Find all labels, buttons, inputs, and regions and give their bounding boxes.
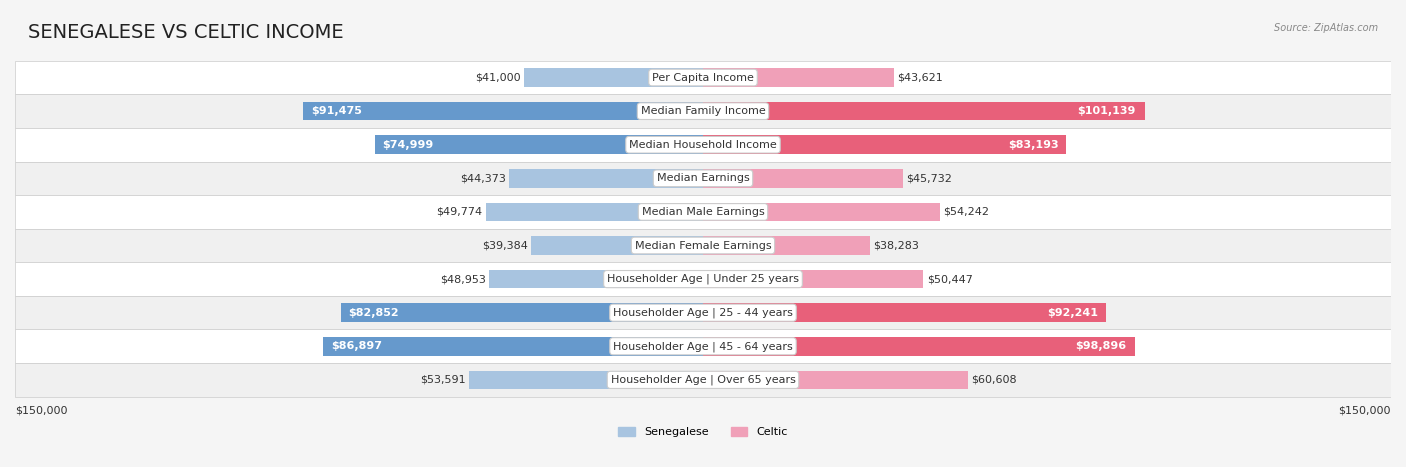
Text: Source: ZipAtlas.com: Source: ZipAtlas.com <box>1274 23 1378 33</box>
Bar <box>489 270 703 288</box>
Bar <box>342 304 703 322</box>
Bar <box>15 94 1391 128</box>
Text: $83,193: $83,193 <box>1008 140 1059 150</box>
Text: $54,242: $54,242 <box>943 207 990 217</box>
Bar <box>323 337 703 355</box>
Bar <box>703 270 924 288</box>
Text: $44,373: $44,373 <box>460 173 506 184</box>
Text: $43,621: $43,621 <box>897 72 942 83</box>
Legend: Senegalese, Celtic: Senegalese, Celtic <box>614 423 792 442</box>
Bar <box>15 296 1391 330</box>
Bar <box>703 337 1135 355</box>
Bar <box>703 135 1066 154</box>
Text: $50,447: $50,447 <box>927 274 973 284</box>
Bar <box>15 128 1391 162</box>
Text: $92,241: $92,241 <box>1047 308 1098 318</box>
Bar <box>468 371 703 389</box>
Text: Median Household Income: Median Household Income <box>628 140 778 150</box>
Text: Median Earnings: Median Earnings <box>657 173 749 184</box>
Text: SENEGALESE VS CELTIC INCOME: SENEGALESE VS CELTIC INCOME <box>28 23 343 42</box>
Bar <box>15 363 1391 396</box>
Text: Householder Age | Under 25 years: Householder Age | Under 25 years <box>607 274 799 284</box>
Bar <box>304 102 703 120</box>
Text: $48,953: $48,953 <box>440 274 486 284</box>
Bar <box>703 371 967 389</box>
Text: Householder Age | Over 65 years: Householder Age | Over 65 years <box>610 375 796 385</box>
Bar <box>531 236 703 255</box>
Text: Householder Age | 25 - 44 years: Householder Age | 25 - 44 years <box>613 307 793 318</box>
Text: $150,000: $150,000 <box>1339 405 1391 415</box>
Text: $41,000: $41,000 <box>475 72 520 83</box>
Bar <box>703 304 1107 322</box>
Text: $53,591: $53,591 <box>420 375 465 385</box>
Bar <box>703 203 941 221</box>
Bar <box>375 135 703 154</box>
Bar <box>485 203 703 221</box>
Text: $49,774: $49,774 <box>436 207 482 217</box>
Bar <box>15 262 1391 296</box>
Text: $101,139: $101,139 <box>1077 106 1136 116</box>
Text: $91,475: $91,475 <box>311 106 363 116</box>
Bar <box>703 68 894 87</box>
Bar <box>703 102 1144 120</box>
Bar <box>15 195 1391 229</box>
Text: Median Male Earnings: Median Male Earnings <box>641 207 765 217</box>
Text: Median Female Earnings: Median Female Earnings <box>634 241 772 250</box>
Bar <box>15 330 1391 363</box>
Bar <box>703 169 903 188</box>
Text: Per Capita Income: Per Capita Income <box>652 72 754 83</box>
Text: $45,732: $45,732 <box>905 173 952 184</box>
Text: $82,852: $82,852 <box>349 308 399 318</box>
Bar <box>15 229 1391 262</box>
Text: $39,384: $39,384 <box>482 241 527 250</box>
Text: Median Family Income: Median Family Income <box>641 106 765 116</box>
Text: $38,283: $38,283 <box>873 241 920 250</box>
Text: Householder Age | 45 - 64 years: Householder Age | 45 - 64 years <box>613 341 793 352</box>
Bar <box>15 61 1391 94</box>
Bar <box>509 169 703 188</box>
Text: $98,896: $98,896 <box>1076 341 1126 351</box>
Text: $150,000: $150,000 <box>15 405 67 415</box>
Bar <box>15 162 1391 195</box>
Text: $74,999: $74,999 <box>382 140 433 150</box>
Bar <box>524 68 703 87</box>
Text: $60,608: $60,608 <box>972 375 1017 385</box>
Bar <box>703 236 870 255</box>
Text: $86,897: $86,897 <box>330 341 382 351</box>
